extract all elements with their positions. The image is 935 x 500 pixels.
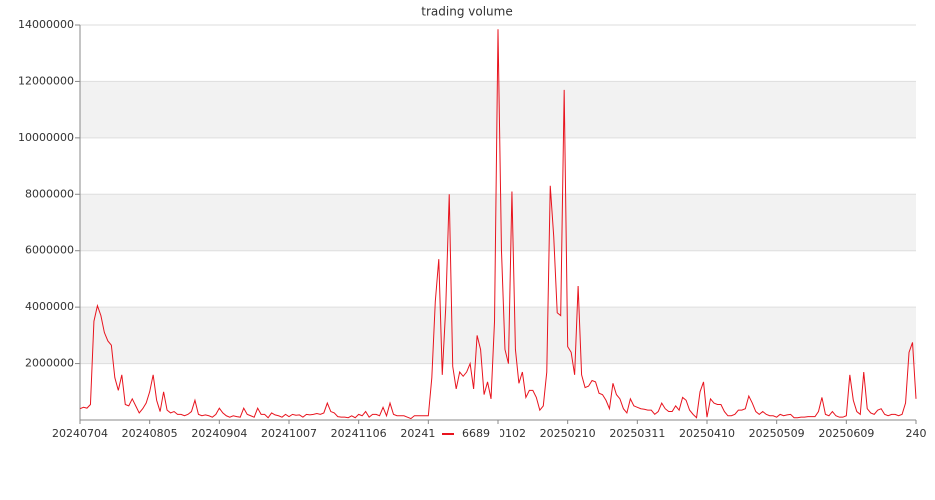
y-tick-label: 12000000 <box>18 74 74 87</box>
y-tick-label: 4000000 <box>25 300 74 313</box>
x-tick-label: 20241106 <box>331 427 387 440</box>
grid-band <box>80 307 916 364</box>
y-tick-label: 2000000 <box>25 357 74 370</box>
grid-band <box>80 194 916 251</box>
x-tick-label: 20241007 <box>261 427 317 440</box>
x-tick-label: 20250509 <box>749 427 805 440</box>
x-tick-label: 20250210 <box>540 427 596 440</box>
y-tick-label: 14000000 <box>18 18 74 31</box>
y-tick-label: 6000000 <box>25 244 74 257</box>
chart-title: trading volume <box>421 5 512 19</box>
x-tick-label: 20250609 <box>818 427 874 440</box>
x-tick-label: 20250410 <box>679 427 735 440</box>
grid-band <box>80 81 916 138</box>
x-tick-label: 240 <box>906 427 927 440</box>
x-tick-label: 20240904 <box>191 427 247 440</box>
x-tick-label: 20240805 <box>122 427 178 440</box>
y-tick-label: 8000000 <box>25 187 74 200</box>
y-tick-label: 10000000 <box>18 131 74 144</box>
x-tick-label: 20250311 <box>609 427 665 440</box>
series-line <box>79 29 917 420</box>
x-tick-label: 20240704 <box>52 427 108 440</box>
legend-box <box>436 426 500 442</box>
legend-label: 6689 <box>462 427 490 440</box>
grid <box>80 24 916 365</box>
legend: 6689 <box>436 426 500 442</box>
